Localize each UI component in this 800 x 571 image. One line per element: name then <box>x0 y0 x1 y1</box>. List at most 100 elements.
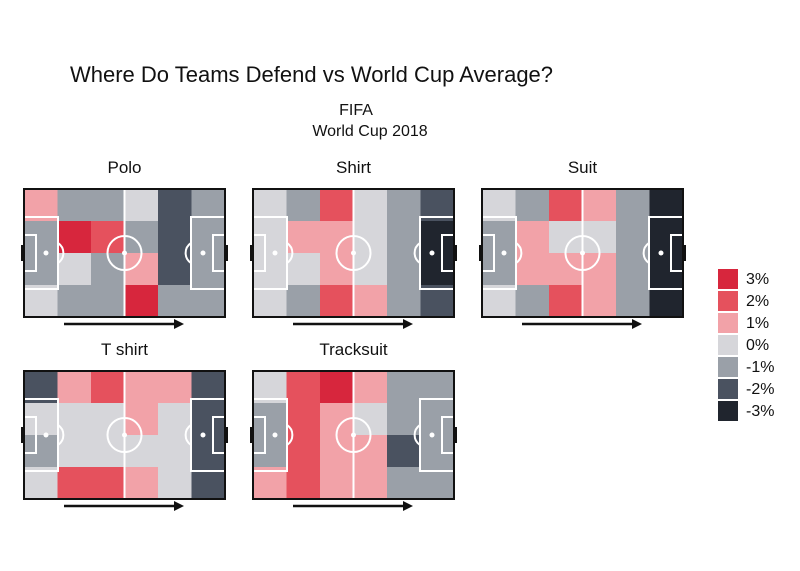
heat-cell <box>286 467 321 500</box>
heat-cell <box>320 285 355 318</box>
goal-left <box>250 427 253 443</box>
penalty-spot <box>43 432 49 438</box>
heat-cell <box>616 189 651 222</box>
legend-label: 3% <box>746 271 769 288</box>
goal-left <box>250 245 253 261</box>
heat-cell <box>582 285 617 318</box>
legend-label: 1% <box>746 315 769 332</box>
penalty-spot <box>272 250 278 256</box>
heat-cell <box>420 221 455 254</box>
heat-cell <box>253 467 288 500</box>
heat-cell <box>158 371 193 404</box>
penalty-arc <box>286 424 294 446</box>
heat-cell <box>253 253 288 286</box>
goal-right <box>225 245 228 261</box>
heat-cell <box>649 253 684 286</box>
legend-swatch <box>718 291 738 311</box>
heat-cell <box>91 189 126 222</box>
direction-arrowhead <box>403 501 413 511</box>
heat-cell <box>57 285 92 318</box>
heat-cell <box>286 285 321 318</box>
heat-cell <box>353 189 388 222</box>
heat-cell <box>286 371 321 404</box>
pitch-panels: Polo Shirt Suit T shirt Tracksuit <box>21 158 686 511</box>
heat-cell <box>582 189 617 222</box>
goal-right <box>225 427 228 443</box>
heat-cell <box>387 285 422 318</box>
centre-circle <box>335 235 372 271</box>
penalty-arc <box>184 242 192 264</box>
heat-cell <box>253 285 288 318</box>
penalty-spot <box>272 432 278 438</box>
penalty-arc <box>413 424 421 446</box>
heat-cell <box>91 371 126 404</box>
legend-label: 2% <box>746 293 769 310</box>
heat-cell <box>158 285 193 318</box>
centre-spot <box>351 250 356 256</box>
heat-cell <box>420 467 455 500</box>
heat-cell <box>91 285 126 318</box>
heat-cell <box>320 371 355 404</box>
heat-cell <box>124 467 159 500</box>
heat-cell <box>649 285 684 318</box>
penalty-spot <box>43 250 49 256</box>
panel-title: Tracksuit <box>319 340 388 359</box>
heat-cell <box>420 403 455 436</box>
legend-swatch <box>718 269 738 289</box>
heat-cell <box>420 253 455 286</box>
panel-title: T shirt <box>101 340 148 359</box>
heat-cell <box>124 285 159 318</box>
heat-cell <box>158 467 193 500</box>
heat-cell <box>191 221 226 254</box>
legend-swatch <box>718 357 738 377</box>
goal-right <box>454 245 457 261</box>
penalty-spot <box>501 250 507 256</box>
legend-label: -1% <box>746 359 774 376</box>
heat-cell <box>24 221 59 254</box>
penalty-spot <box>658 250 664 256</box>
centre-circle <box>106 417 143 453</box>
goal-left <box>21 245 24 261</box>
heat-cell <box>353 285 388 318</box>
centre-circle <box>564 235 601 271</box>
heat-cell <box>320 467 355 500</box>
chart-title: Where Do Teams Defend vs World Cup Avera… <box>70 62 553 87</box>
pitch-panel: Polo <box>21 158 228 329</box>
penalty-arc <box>57 424 65 446</box>
legend-label: -2% <box>746 381 774 398</box>
penalty-arc <box>413 242 421 264</box>
heat-cell <box>549 189 584 222</box>
penalty-arc <box>57 242 65 264</box>
heat-cell <box>24 435 59 468</box>
heat-cell <box>616 285 651 318</box>
heat-cell <box>515 285 550 318</box>
heat-cell <box>253 403 288 436</box>
heat-cell <box>124 189 159 222</box>
pitch-panel: Shirt <box>250 158 457 329</box>
heat-cell <box>387 371 422 404</box>
heat-cell <box>24 285 59 318</box>
heat-cell <box>191 467 226 500</box>
heat-cell <box>482 253 517 286</box>
penalty-arc <box>184 424 192 446</box>
goal-right <box>683 245 686 261</box>
pitch-panel: Suit <box>479 158 686 329</box>
legend-label: -3% <box>746 403 774 420</box>
heat-cell <box>191 285 226 318</box>
legend: 3% 2% 1% 0% -1% -2% -3% <box>718 269 774 421</box>
legend-swatch <box>718 379 738 399</box>
penalty-spot <box>200 250 206 256</box>
heat-cell <box>158 189 193 222</box>
heat-cell <box>515 189 550 222</box>
centre-spot <box>580 250 585 256</box>
penalty-spot <box>200 432 206 438</box>
heat-cell <box>482 221 517 254</box>
heat-cell <box>387 189 422 222</box>
legend-label: 0% <box>746 337 769 354</box>
panel-title: Polo <box>107 158 141 177</box>
centre-spot <box>351 432 356 438</box>
goal-left <box>479 245 482 261</box>
legend-swatch <box>718 313 738 333</box>
heat-cell <box>286 189 321 222</box>
